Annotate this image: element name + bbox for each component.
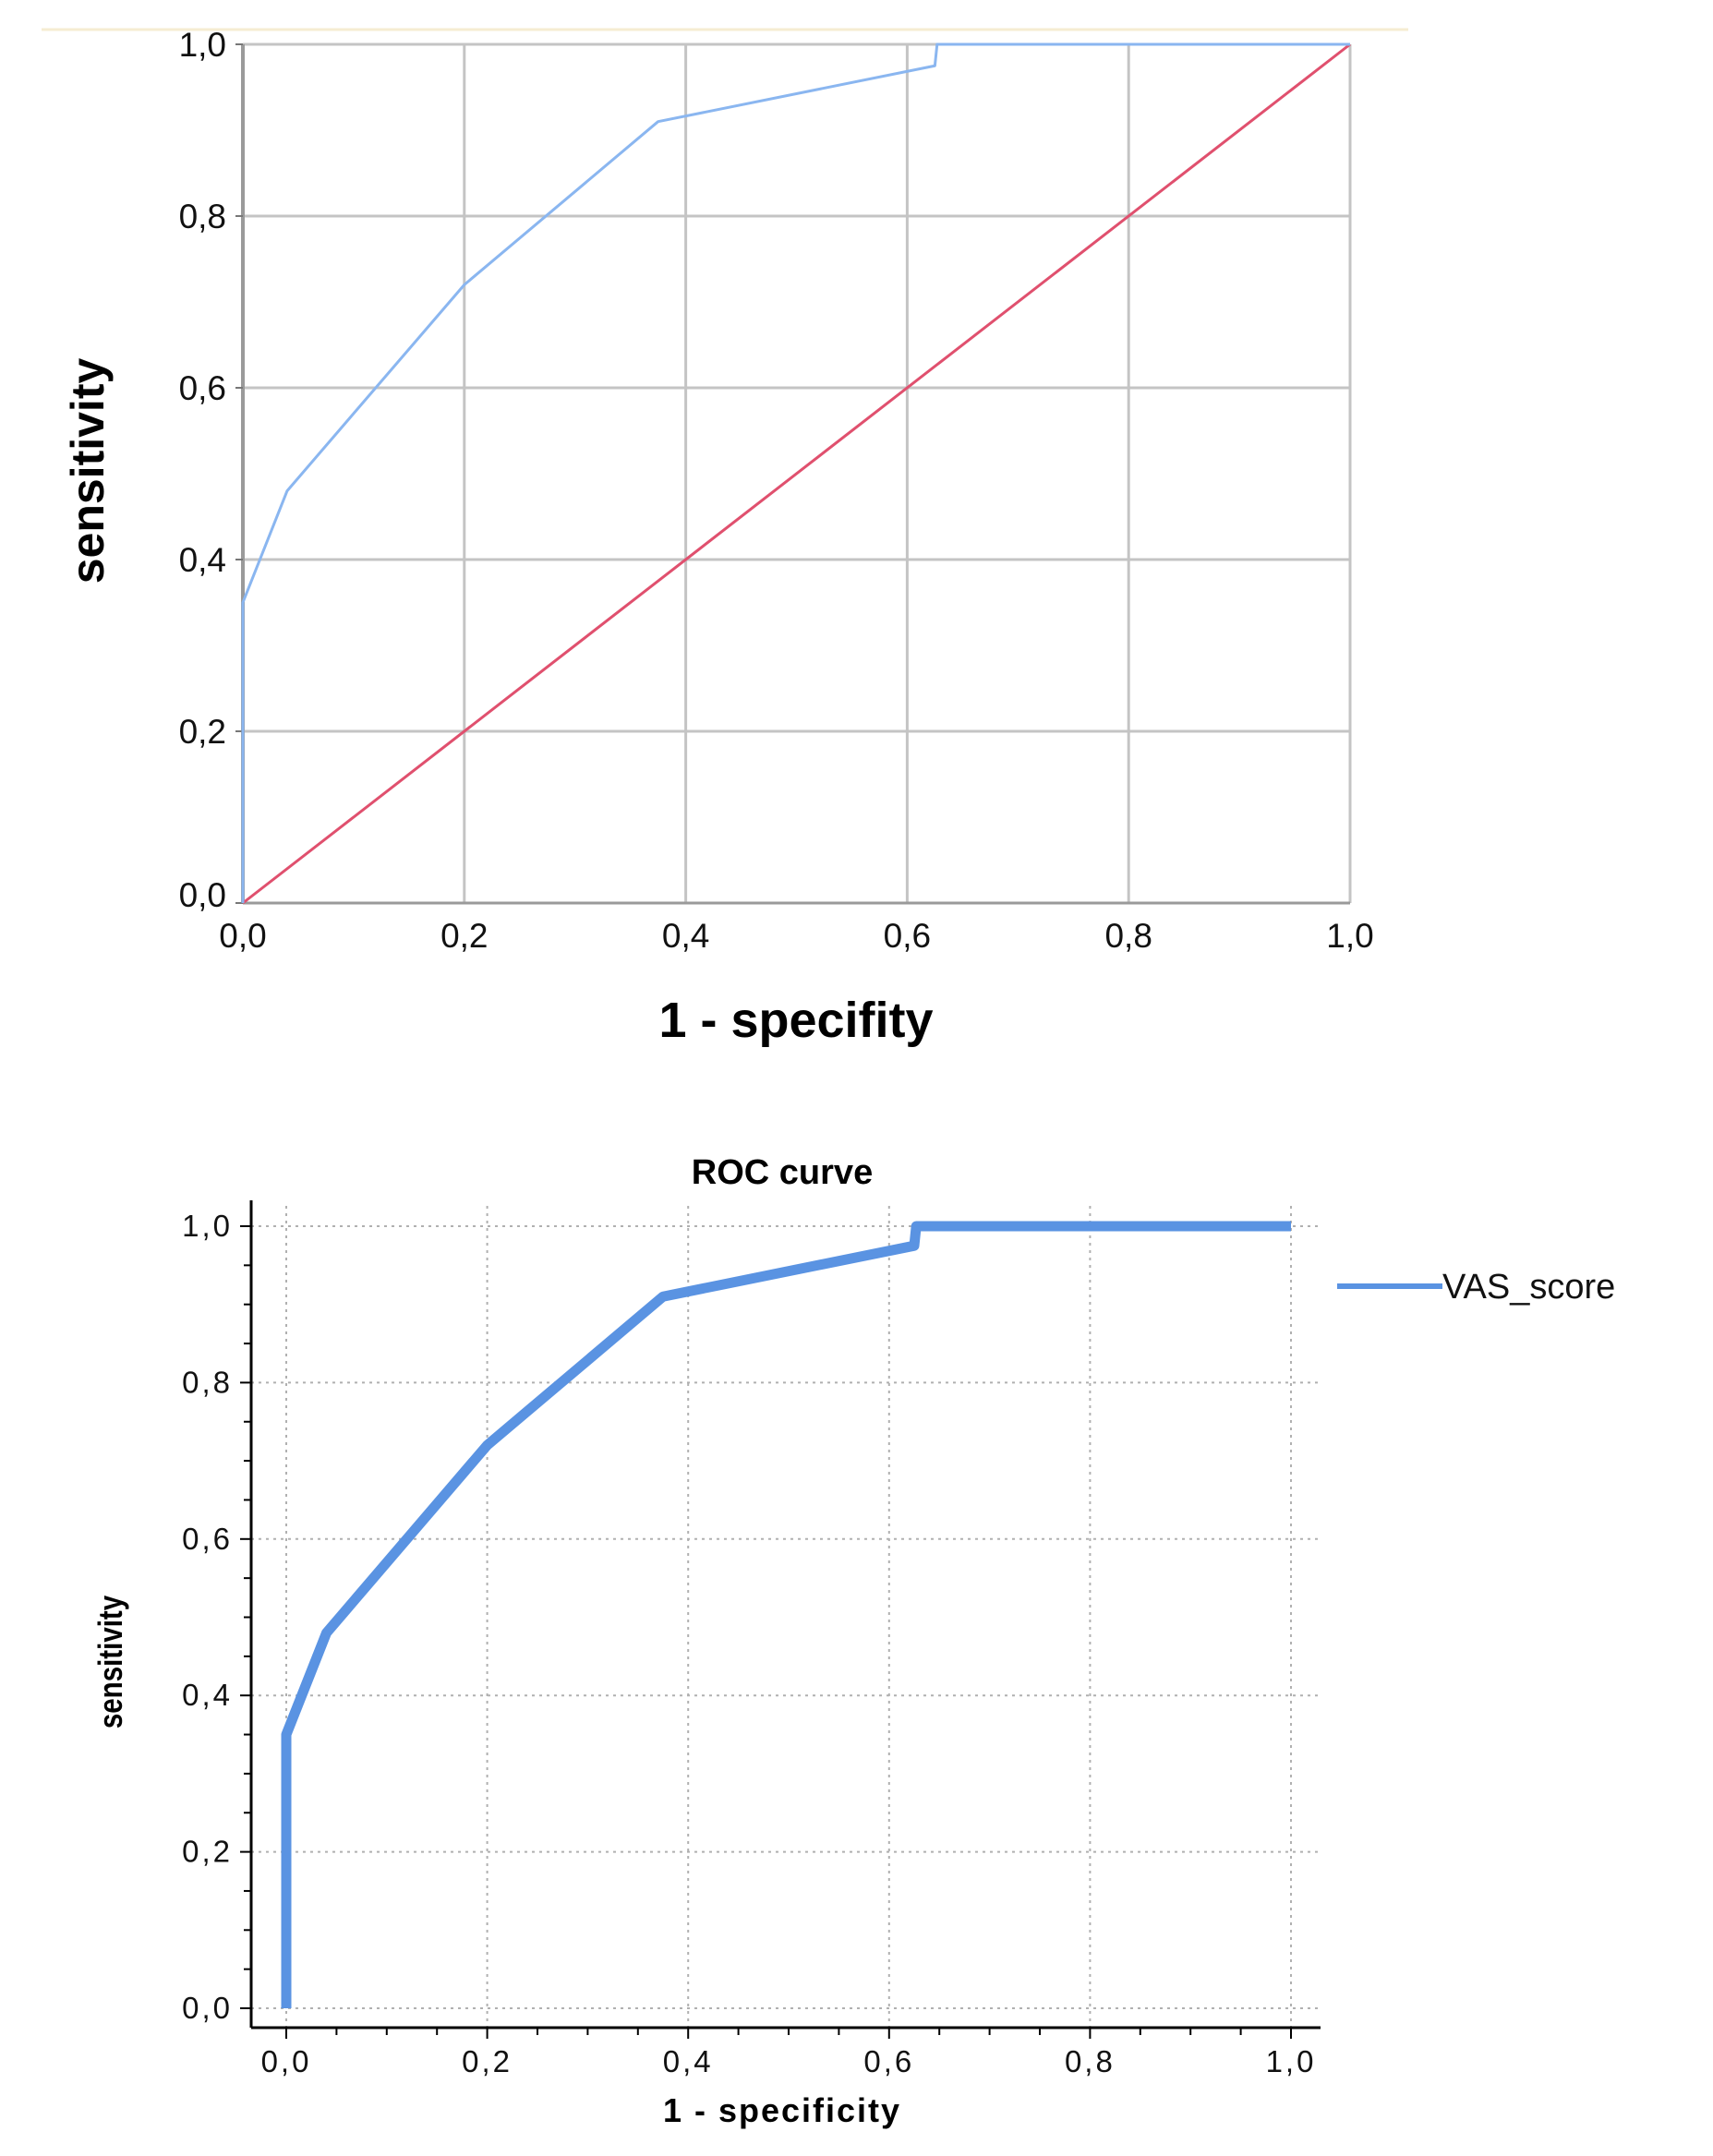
top-chart-y-axis-label: sensitivity [62,358,114,584]
bottom-chart-x-tick-label-5: 1,0 [1266,2044,1317,2078]
top-chart-x-axis-label: 1 - specifity [658,993,933,1048]
top-chart-y-tick-label-2: 0,4 [179,541,226,579]
top-chart-x-tick-label-4: 0,8 [1104,917,1152,955]
bottom-chart-y-tick-label-5: 1,0 [182,1209,233,1243]
top-chart-roc-curve [241,42,1350,903]
top-chart-reference-line [242,42,1351,905]
bottom-chart-y-axis-label: sensitivity [91,1595,128,1728]
top-chart-y-tick-label-0: 0,0 [179,876,226,914]
bottom-chart-x-tick-label-1: 0,2 [462,2044,513,2078]
bottom-chart-y-tick-label-3: 0,6 [182,1522,233,1556]
top-chart-y-tick-label-5: 1,0 [179,26,226,64]
bottom-chart-legend: VAS_score [1337,1268,1615,1307]
bottom-chart-y-tick-label-2: 0,4 [182,1678,233,1712]
bottom-chart-y-tick-label-1: 0,2 [182,1835,233,1869]
bottom-roc-chart: 0,0 0,0 0,2 0,2 0,4 0,4 0,6 0,6 0,8 0,8 1,0 1,0 [182,1200,1321,2078]
top-chart-y-tick-label-1: 0,2 [179,713,226,751]
bottom-chart-x-tick-label-0: 0,0 [261,2044,312,2078]
bottom-chart-title: ROC curve [692,1153,873,1192]
bottom-chart-y-tick-label-0: 0,0 [182,1991,233,2025]
top-chart-x-tick-label-2: 0,4 [662,917,709,955]
top-chart-y-tick-label-4: 0,8 [179,198,226,235]
bottom-chart-x-tick-label-3: 0,6 [863,2044,914,2078]
bottom-chart-x-tick-label-2: 0,4 [663,2044,714,2078]
top-chart-x-tick-label-5: 1,0 [1326,917,1373,955]
top-chart-x-tick-label-1: 0,2 [440,917,488,955]
bottom-chart-x-axis-label: 1 - specificity [663,2091,901,2129]
top-chart-y-tick-label-3: 0,6 [179,369,226,407]
bottom-chart-y-tick-label-4: 0,8 [182,1365,233,1399]
top-chart-x-tick-label-3: 0,6 [884,917,931,955]
top-roc-chart: 0,00,0 0,2 0,2 0,4 0,4 0,6 0,6 0,8 0,8 1,0 1,0 [179,26,1374,955]
top-chart-x-tick-label-0: 0,0 [219,917,266,955]
bottom-chart-x-tick-label-4: 0,8 [1065,2044,1116,2078]
bottom-chart-roc-curve-vas-score [281,1221,1291,2008]
legend-label-vas-score: VAS_score [1442,1268,1615,1307]
